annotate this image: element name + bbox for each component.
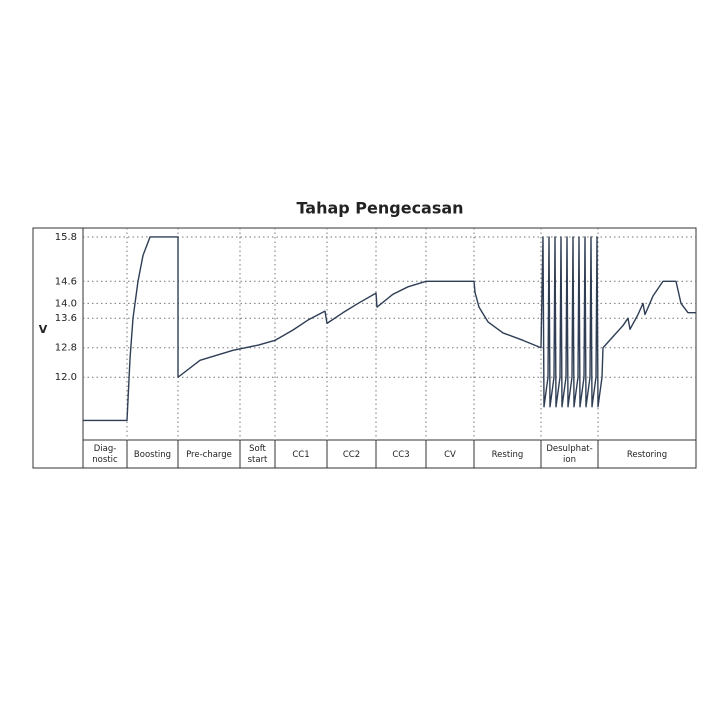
y-tick-label: 14.0 — [55, 298, 77, 309]
stage-label: CC3 — [392, 449, 410, 460]
y-tick-label: 14.6 — [55, 276, 77, 287]
stage-label: Boosting — [133, 449, 172, 460]
y-axis-label: V — [39, 323, 48, 336]
stage-label: Resting — [491, 449, 524, 460]
stage-label: CC1 — [292, 449, 310, 460]
y-tick-label: 15.8 — [55, 232, 77, 243]
stage-label: CV — [444, 449, 456, 460]
voltage-line — [83, 236, 696, 422]
stage-label: Desulphat- ion — [546, 444, 593, 465]
chart-title: Tahap Pengecasan — [296, 199, 463, 218]
y-tick-label: 13.6 — [55, 313, 77, 324]
y-tick-label: 12.8 — [55, 343, 77, 354]
stage-label: Pre-charge — [186, 449, 232, 460]
stage-label: Diag- nostic — [92, 444, 118, 465]
y-tick-label: 12.0 — [55, 372, 77, 383]
stage-label: CC2 — [342, 449, 361, 460]
stage-label: Soft start — [247, 444, 268, 465]
stage-label: Restoring — [626, 449, 668, 460]
